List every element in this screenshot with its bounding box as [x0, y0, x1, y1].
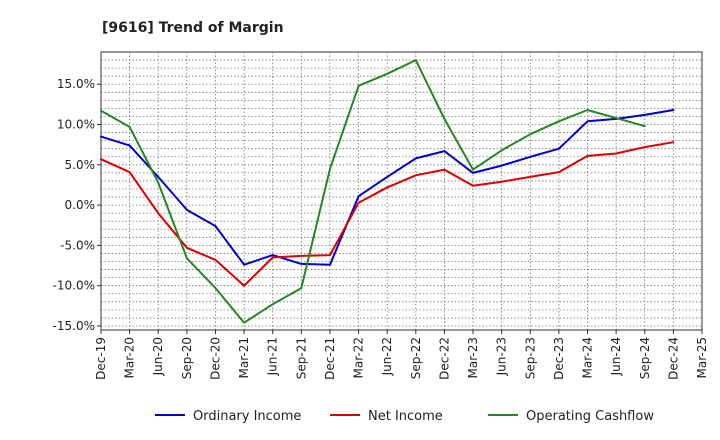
- x-tick-label: Sep-20: [180, 337, 194, 379]
- series-lines: [100, 59, 675, 324]
- series-line-net-income: [100, 141, 675, 287]
- x-tick-label: Jun-22: [380, 337, 394, 376]
- axes: 15.0% 10.0% 5.0% 0.0% -5.0% -10.0% -15.0% Dec-1…: [53, 51, 709, 380]
- legend-item: Operating Cashflow: [488, 409, 654, 424]
- x-tick-label: Dec-19: [94, 337, 108, 380]
- y-tick-label: -15.0%: [53, 319, 95, 333]
- x-tick-label: Dec-22: [437, 337, 451, 380]
- plot-frame: [100, 51, 703, 331]
- x-tick-label: Mar-25: [695, 337, 709, 378]
- y-tick-label: 10.0%: [57, 118, 95, 132]
- y-tick-label: -5.0%: [60, 238, 95, 252]
- x-tick-label: Sep-21: [294, 337, 308, 379]
- x-tick-label: Jun-23: [495, 337, 509, 376]
- x-tick-label: Mar-22: [352, 337, 366, 378]
- y-tick-label: 0.0%: [65, 198, 96, 212]
- y-tick-label: 5.0%: [65, 158, 96, 172]
- x-tick-label: Dec-20: [208, 337, 222, 380]
- legend: Ordinary Income Net Income Operating Cashf…: [155, 409, 654, 424]
- series-line-ordinary-income: [100, 109, 675, 266]
- x-tick-label: Jun-20: [151, 337, 165, 376]
- grid: [101, 51, 702, 330]
- x-tick-label: Dec-24: [666, 337, 680, 380]
- x-tick-label: Sep-23: [523, 337, 537, 379]
- legend-item: Net Income: [330, 409, 443, 424]
- y-tick-label: 15.0%: [57, 77, 95, 91]
- x-tick-label: Mar-20: [123, 337, 137, 378]
- x-tick-label: Sep-22: [409, 337, 423, 379]
- x-tick-label: Sep-24: [638, 337, 652, 379]
- series-line-operating-cashflow: [100, 59, 646, 324]
- legend-item: Ordinary Income: [155, 409, 301, 424]
- x-tick-label: Jun-21: [266, 337, 280, 376]
- legend-label: Operating Cashflow: [526, 409, 654, 424]
- x-tick-label: Dec-21: [323, 337, 337, 380]
- x-tick-label: Mar-21: [237, 337, 251, 378]
- x-tick-label: Dec-23: [552, 337, 566, 380]
- x-tick-label: Jun-24: [609, 337, 623, 376]
- y-tick-label: -10.0%: [53, 279, 95, 293]
- legend-label: Ordinary Income: [193, 409, 301, 424]
- x-tick-label: Mar-23: [466, 337, 480, 378]
- legend-label: Net Income: [368, 409, 443, 424]
- chart-title: [9616] Trend of Margin: [102, 20, 284, 36]
- x-tick-label: Mar-24: [581, 337, 595, 378]
